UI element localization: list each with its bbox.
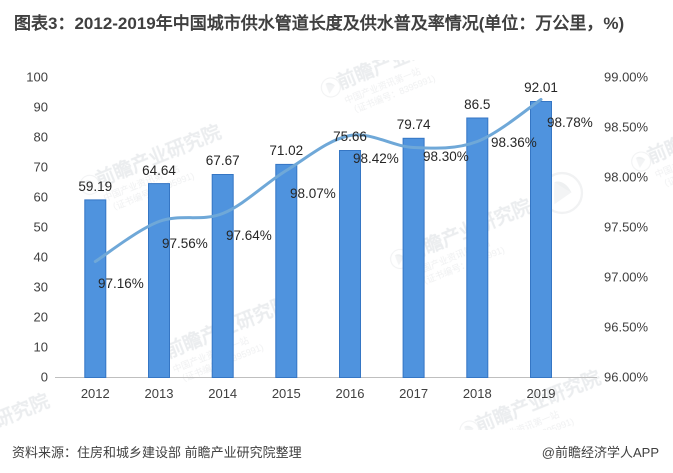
- svg-text:2014: 2014: [208, 386, 237, 401]
- svg-text:2015: 2015: [272, 386, 301, 401]
- svg-text:2013: 2013: [145, 386, 174, 401]
- svg-text:99.00%: 99.00%: [604, 70, 649, 85]
- svg-text:60: 60: [34, 190, 48, 205]
- svg-text:86.5: 86.5: [464, 97, 490, 112]
- svg-text:2018: 2018: [463, 386, 492, 401]
- svg-text:2019: 2019: [527, 386, 556, 401]
- svg-text:0: 0: [41, 370, 48, 385]
- svg-text:75.66: 75.66: [333, 129, 367, 144]
- svg-text:97.50%: 97.50%: [604, 220, 649, 235]
- svg-text:98.07%: 98.07%: [290, 186, 336, 201]
- svg-text:90: 90: [34, 100, 48, 115]
- svg-text:100: 100: [26, 70, 48, 85]
- svg-text:96.00%: 96.00%: [604, 370, 649, 385]
- svg-text:2012: 2012: [81, 386, 110, 401]
- svg-text:98.00%: 98.00%: [604, 170, 649, 185]
- svg-text:96.50%: 96.50%: [604, 320, 649, 335]
- svg-text:20: 20: [34, 310, 48, 325]
- svg-text:40: 40: [34, 250, 48, 265]
- svg-text:98.36%: 98.36%: [491, 135, 537, 150]
- svg-text:92.01: 92.01: [524, 80, 558, 95]
- svg-text:2017: 2017: [399, 386, 428, 401]
- svg-text:10: 10: [34, 340, 48, 355]
- svg-text:97.64%: 97.64%: [226, 228, 272, 243]
- svg-text:59.19: 59.19: [78, 179, 112, 194]
- svg-text:79.74: 79.74: [397, 117, 431, 132]
- svg-text:97.16%: 97.16%: [98, 276, 144, 291]
- svg-text:98.42%: 98.42%: [353, 151, 399, 166]
- svg-text:98.30%: 98.30%: [423, 149, 469, 164]
- svg-text:70: 70: [34, 160, 48, 175]
- svg-text:64.64: 64.64: [142, 163, 176, 178]
- svg-text:97.56%: 97.56%: [162, 236, 208, 251]
- svg-text:71.02: 71.02: [269, 143, 303, 158]
- svg-text:30: 30: [34, 280, 48, 295]
- svg-text:80: 80: [34, 130, 48, 145]
- svg-text:50: 50: [34, 220, 48, 235]
- svg-text:67.67: 67.67: [206, 153, 240, 168]
- svg-text:98.50%: 98.50%: [604, 120, 649, 135]
- svg-text:97.00%: 97.00%: [604, 270, 649, 285]
- svg-text:2016: 2016: [336, 386, 365, 401]
- svg-text:98.78%: 98.78%: [547, 115, 593, 130]
